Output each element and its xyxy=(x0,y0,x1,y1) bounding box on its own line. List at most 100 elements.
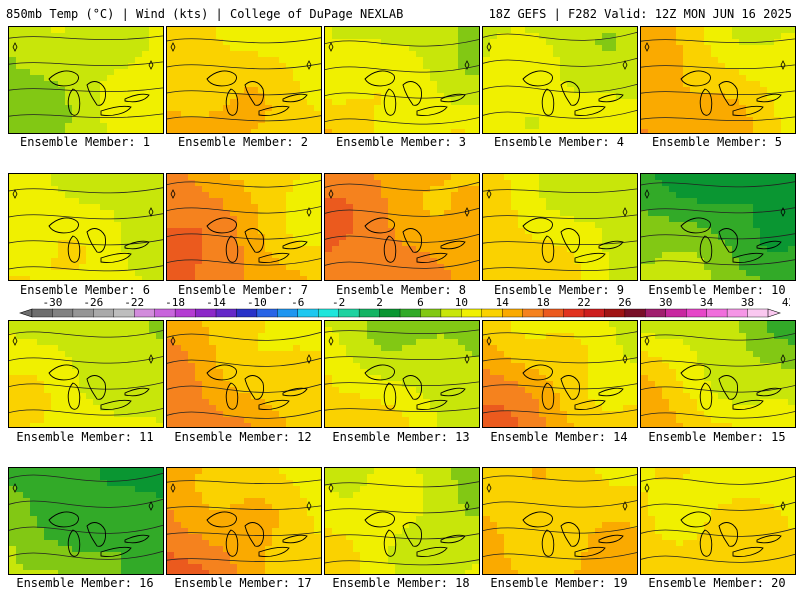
great-lakes-outline xyxy=(206,217,308,263)
map-marker-icon xyxy=(170,42,176,52)
colorbar-swatch xyxy=(297,308,319,318)
map-marker-icon xyxy=(148,207,154,217)
great-lakes-outline xyxy=(48,511,150,557)
map-marker-icon xyxy=(306,501,312,511)
colorbar-tick-label: 38 xyxy=(741,296,754,309)
great-lakes-outline xyxy=(206,364,308,410)
colorbar-swatch xyxy=(113,308,135,318)
ensemble-member-label: Ensemble Member: 8 xyxy=(335,283,467,297)
ensemble-member-1-map xyxy=(8,26,164,134)
ensemble-member-label: Ensemble Member: 3 xyxy=(335,135,467,149)
colorbar-swatch xyxy=(93,308,115,318)
colorbar-swatch xyxy=(52,308,74,318)
ensemble-member-label: Ensemble Member: 7 xyxy=(177,283,309,297)
colorbar-swatch xyxy=(379,308,401,318)
colorbar-swatch xyxy=(154,308,176,318)
map-marker-icon xyxy=(328,336,334,346)
map-marker-icon xyxy=(486,336,492,346)
colorbar-tick-label: 6 xyxy=(417,296,424,309)
map-marker-icon xyxy=(170,189,176,199)
colorbar-tick-label: -30 xyxy=(43,296,63,309)
colorbar-swatch xyxy=(440,308,462,318)
colorbar-left-arrow xyxy=(19,308,33,318)
height-contours xyxy=(325,329,479,413)
colorbar-swatch xyxy=(420,308,442,318)
map-title: 850mb Temp (°C) | Wind (kts) | College o… xyxy=(6,7,404,21)
height-contours xyxy=(325,181,479,269)
map-marker-icon xyxy=(644,336,650,346)
colorbar-swatch xyxy=(502,308,524,318)
colorbar-tick-label: 2 xyxy=(376,296,383,309)
map-marker-icon xyxy=(306,207,312,217)
height-contours xyxy=(641,181,795,266)
map-marker-icon xyxy=(644,189,650,199)
great-lakes-outline xyxy=(522,511,624,557)
colorbar-right-arrow xyxy=(767,308,781,318)
colorbar-tick-label: -2 xyxy=(332,296,345,309)
ensemble-member-label: Ensemble Member: 18 xyxy=(332,576,470,590)
colorbar-tick-label: 26 xyxy=(618,296,631,309)
colorbar-swatch xyxy=(72,308,94,318)
great-lakes-outline xyxy=(680,364,782,410)
height-contours xyxy=(483,188,637,272)
colorbar-swatch xyxy=(31,308,53,318)
ensemble-member-20-map xyxy=(640,467,796,575)
height-contours xyxy=(167,479,321,563)
ensemble-member-label: Ensemble Member: 10 xyxy=(648,283,786,297)
ensemble-member-18-map xyxy=(324,467,480,575)
ensemble-member-label: Ensemble Member: 17 xyxy=(174,576,312,590)
colorbar-swatch xyxy=(747,308,769,318)
ensemble-member-14-map xyxy=(482,320,638,428)
colorbar-tick-label: 14 xyxy=(496,296,510,309)
map-marker-icon xyxy=(780,60,786,70)
height-contours xyxy=(483,473,637,560)
map-marker-icon xyxy=(780,207,786,217)
colorbar-tick-label: -6 xyxy=(291,296,304,309)
great-lakes-outline xyxy=(364,511,466,557)
height-contours xyxy=(167,179,321,266)
height-contours xyxy=(167,331,321,419)
height-contours xyxy=(483,31,637,119)
map-marker-icon xyxy=(622,501,628,511)
colorbar-tick-label: 10 xyxy=(455,296,468,309)
model-run-valid-time: 18Z GEFS | F282 Valid: 12Z MON JUN 16 20… xyxy=(488,7,792,21)
map-marker-icon xyxy=(12,189,18,199)
great-lakes-outline xyxy=(522,364,624,410)
ensemble-member-5-map xyxy=(640,26,796,134)
map-marker-icon xyxy=(12,336,18,346)
map-marker-icon xyxy=(328,189,334,199)
colorbar-swatch xyxy=(481,308,503,318)
colorbar-swatch xyxy=(522,308,544,318)
ensemble-member-label: Ensemble Member: 14 xyxy=(490,430,628,444)
ensemble-member-16-map xyxy=(8,467,164,575)
map-marker-icon xyxy=(486,483,492,493)
map-marker-icon xyxy=(148,60,154,70)
colorbar-swatch xyxy=(604,308,626,318)
map-marker-icon xyxy=(306,354,312,364)
ensemble-member-label: Ensemble Member: 9 xyxy=(493,283,625,297)
colorbar-swatch xyxy=(686,308,708,318)
map-marker-icon xyxy=(780,354,786,364)
ensemble-member-12-map xyxy=(166,320,322,428)
map-marker-icon xyxy=(464,354,470,364)
ensemble-member-17-map xyxy=(166,467,322,575)
ensemble-member-19-map xyxy=(482,467,638,575)
great-lakes-outline xyxy=(522,70,624,116)
map-marker-icon xyxy=(328,483,334,493)
ensemble-member-label: Ensemble Member: 2 xyxy=(177,135,309,149)
colorbar-swatch xyxy=(134,308,156,318)
map-marker-icon xyxy=(170,336,176,346)
map-marker-icon xyxy=(12,42,18,52)
map-marker-icon xyxy=(306,60,312,70)
great-lakes-outline xyxy=(680,70,782,116)
great-lakes-outline xyxy=(522,217,624,263)
colorbar-tick-label: 42 xyxy=(782,296,790,309)
colorbar-swatch xyxy=(174,308,196,318)
ensemble-member-3-map xyxy=(324,26,480,134)
map-marker-icon xyxy=(486,42,492,52)
map-marker-icon xyxy=(328,42,334,52)
height-contours xyxy=(325,481,479,566)
great-lakes-outline xyxy=(364,217,466,263)
height-contours xyxy=(641,38,795,122)
great-lakes-outline xyxy=(364,70,466,116)
